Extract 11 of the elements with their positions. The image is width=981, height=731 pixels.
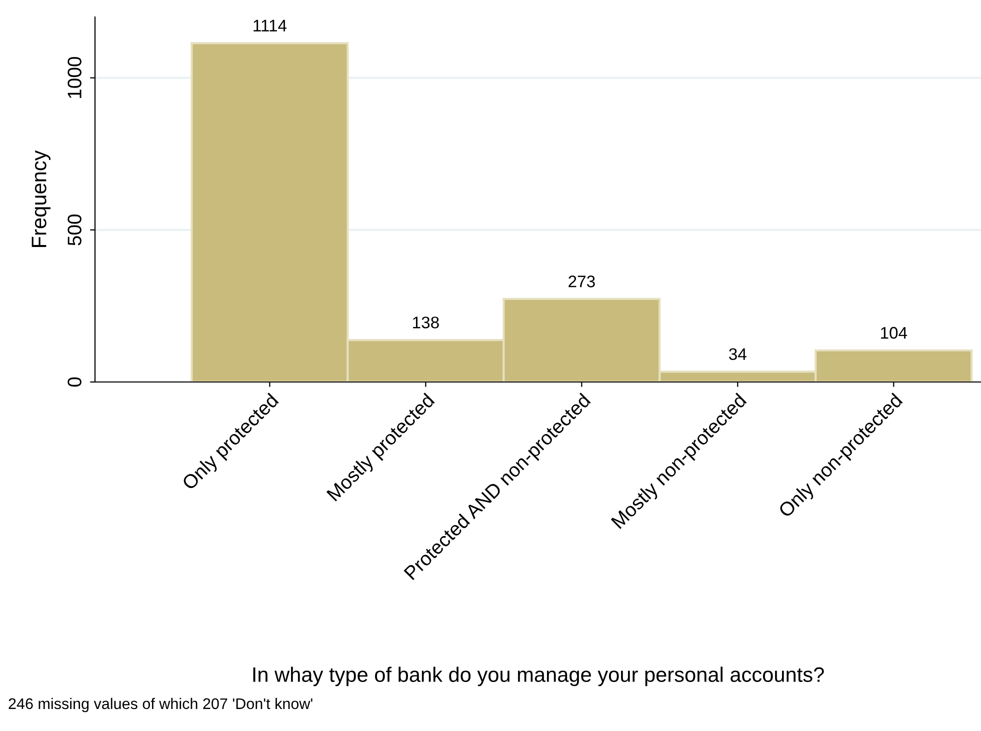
y-axis-title: Frequency: [32, 150, 50, 247]
x-axis-title: In whay type of bank do you manage your personal accounts?: [253, 666, 824, 686]
y-tick-label: 500: [68, 214, 82, 246]
text: 246 missing values of which 207 'Don't know': [8, 698, 312, 712]
data-label: 104: [881, 326, 908, 339]
data-label: 138: [413, 316, 439, 328]
y-tick-label: 1000: [68, 56, 82, 98]
data-label: 1114: [254, 20, 287, 32]
y-tick-label: 0: [68, 377, 82, 387]
data-label: 34: [729, 348, 746, 360]
data-label: 273: [568, 276, 595, 288]
